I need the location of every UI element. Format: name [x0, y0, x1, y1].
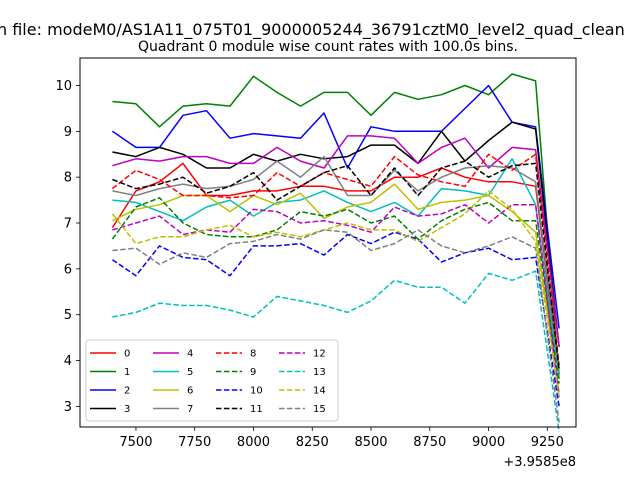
series-2-line	[111, 84, 560, 329]
series-15-line	[112, 229, 560, 423]
legend-label: 1	[124, 367, 130, 378]
y-tick-label: 10	[55, 79, 72, 94]
figure-suptitle: n file: modeM0/AS1A11_075T01_9000005244_…	[0, 20, 625, 40]
y-axis: 3 4 5 6 7 8 9 10	[55, 79, 80, 415]
series-10-line	[111, 231, 560, 407]
legend-label: 5	[187, 367, 193, 378]
legend-label: 15	[313, 404, 326, 415]
x-offset-label: +3.9585e8	[503, 455, 576, 470]
series-13-line	[112, 270, 560, 432]
y-tick-label: 3	[64, 400, 72, 415]
series-1-line	[112, 73, 560, 379]
x-tick-label: 8000	[237, 435, 270, 450]
series-14-line	[111, 190, 560, 398]
x-tick-label: 7750	[178, 435, 211, 450]
legend-box	[85, 339, 339, 422]
legend-label: 8	[250, 349, 256, 360]
legend-label: 13	[313, 367, 326, 378]
legend-label: 9	[250, 367, 256, 378]
y-tick-label: 7	[64, 217, 72, 232]
legend-label: 14	[313, 386, 326, 397]
series-11-line	[112, 160, 560, 370]
legend-label: 2	[124, 386, 130, 397]
x-tick-label: 8750	[413, 435, 446, 450]
x-tick-label: 8500	[354, 435, 387, 450]
x-tick-label: 9250	[531, 435, 564, 450]
legend-label: 6	[187, 386, 193, 397]
series-4-line	[112, 135, 560, 347]
x-tick-label: 7500	[119, 435, 152, 450]
series-8-line	[111, 153, 560, 366]
legend-label: 11	[250, 404, 263, 415]
legend-label: 10	[250, 386, 263, 397]
legend-label: 0	[124, 349, 130, 360]
legend-label: 12	[313, 349, 326, 360]
x-tick-label: 8250	[296, 435, 329, 450]
legend-label: 7	[187, 404, 193, 415]
axes-frame	[79, 57, 577, 428]
series-12-line	[112, 203, 560, 398]
series-0-line	[111, 162, 560, 375]
legend-label: 3	[124, 404, 130, 415]
chart-title: Quadrant 0 module wise count rates with …	[138, 39, 518, 55]
plot-lines	[111, 73, 560, 432]
series-9-line	[111, 197, 560, 384]
y-tick-label: 9	[64, 125, 72, 140]
y-tick-label: 5	[64, 308, 72, 323]
y-tick-label: 4	[64, 354, 72, 369]
y-tick-label: 8	[64, 171, 72, 186]
legend-label: 4	[187, 349, 193, 360]
y-tick-label: 6	[64, 262, 72, 277]
x-tick-label: 9000	[472, 435, 505, 450]
x-axis: 7500 7750 8000 8250 8500 8750 9000 9250	[119, 427, 564, 450]
